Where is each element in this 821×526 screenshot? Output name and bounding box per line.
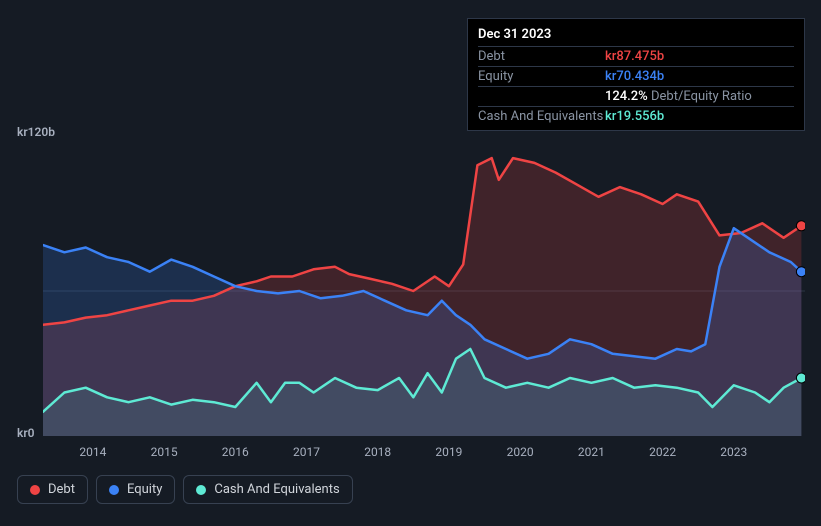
x-axis-tick: 2016 xyxy=(222,445,249,459)
tooltip-row: 124.2% Debt/Equity Ratio xyxy=(478,86,794,106)
tooltip-row-label: Cash And Equivalents xyxy=(478,109,605,124)
legend-dot-icon xyxy=(196,485,206,495)
legend-label: Debt xyxy=(48,482,75,497)
legend-label: Cash And Equivalents xyxy=(214,482,339,497)
tooltip-row-label: Equity xyxy=(478,69,605,84)
chart-tooltip: Dec 31 2023 Debtkr87.475bEquitykr70.434b… xyxy=(467,18,805,131)
tooltip-row-value: kr87.475b xyxy=(605,49,664,64)
financials-chart: kr120b kr0 20142015201620172018201920202… xyxy=(17,125,805,515)
legend-dot-icon xyxy=(30,485,40,495)
x-axis-tick: 2022 xyxy=(649,445,676,459)
tooltip-row: Cash And Equivalentskr19.556b xyxy=(478,106,794,126)
x-axis-tick: 2020 xyxy=(507,445,534,459)
legend-dot-icon xyxy=(109,485,119,495)
y-axis-label-max: kr120b xyxy=(17,125,55,139)
tooltip-date: Dec 31 2023 xyxy=(478,25,794,46)
x-axis-tick: 2019 xyxy=(435,445,462,459)
legend-label: Equity xyxy=(127,482,162,497)
legend-item[interactable]: Debt xyxy=(17,475,88,504)
tooltip-row-value: kr19.556b xyxy=(605,109,664,124)
tooltip-row: Debtkr87.475b xyxy=(478,46,794,66)
tooltip-row-value: 124.2% Debt/Equity Ratio xyxy=(605,89,752,104)
x-axis-tick: 2014 xyxy=(79,445,106,459)
x-axis-tick: 2021 xyxy=(578,445,605,459)
x-axis: 2014 2015 2016 2017 2018 2019 2020 2021 2022 2023 xyxy=(43,443,805,463)
chart-legend: Debt Equity Cash And Equivalents xyxy=(17,475,353,504)
tooltip-row-value: kr70.434b xyxy=(605,69,664,84)
x-axis-tick: 2015 xyxy=(151,445,178,459)
legend-item[interactable]: Cash And Equivalents xyxy=(183,475,352,504)
legend-item[interactable]: Equity xyxy=(96,475,175,504)
x-axis-tick: 2017 xyxy=(293,445,320,459)
tooltip-row-label xyxy=(478,89,605,104)
plot-svg xyxy=(43,146,805,436)
tooltip-row: Equitykr70.434b xyxy=(478,66,794,86)
x-axis-tick: 2023 xyxy=(720,445,747,459)
tooltip-row-label: Debt xyxy=(478,49,605,64)
y-axis-label-min: kr0 xyxy=(17,426,35,440)
plot-area[interactable] xyxy=(43,146,805,436)
x-axis-tick: 2018 xyxy=(364,445,391,459)
